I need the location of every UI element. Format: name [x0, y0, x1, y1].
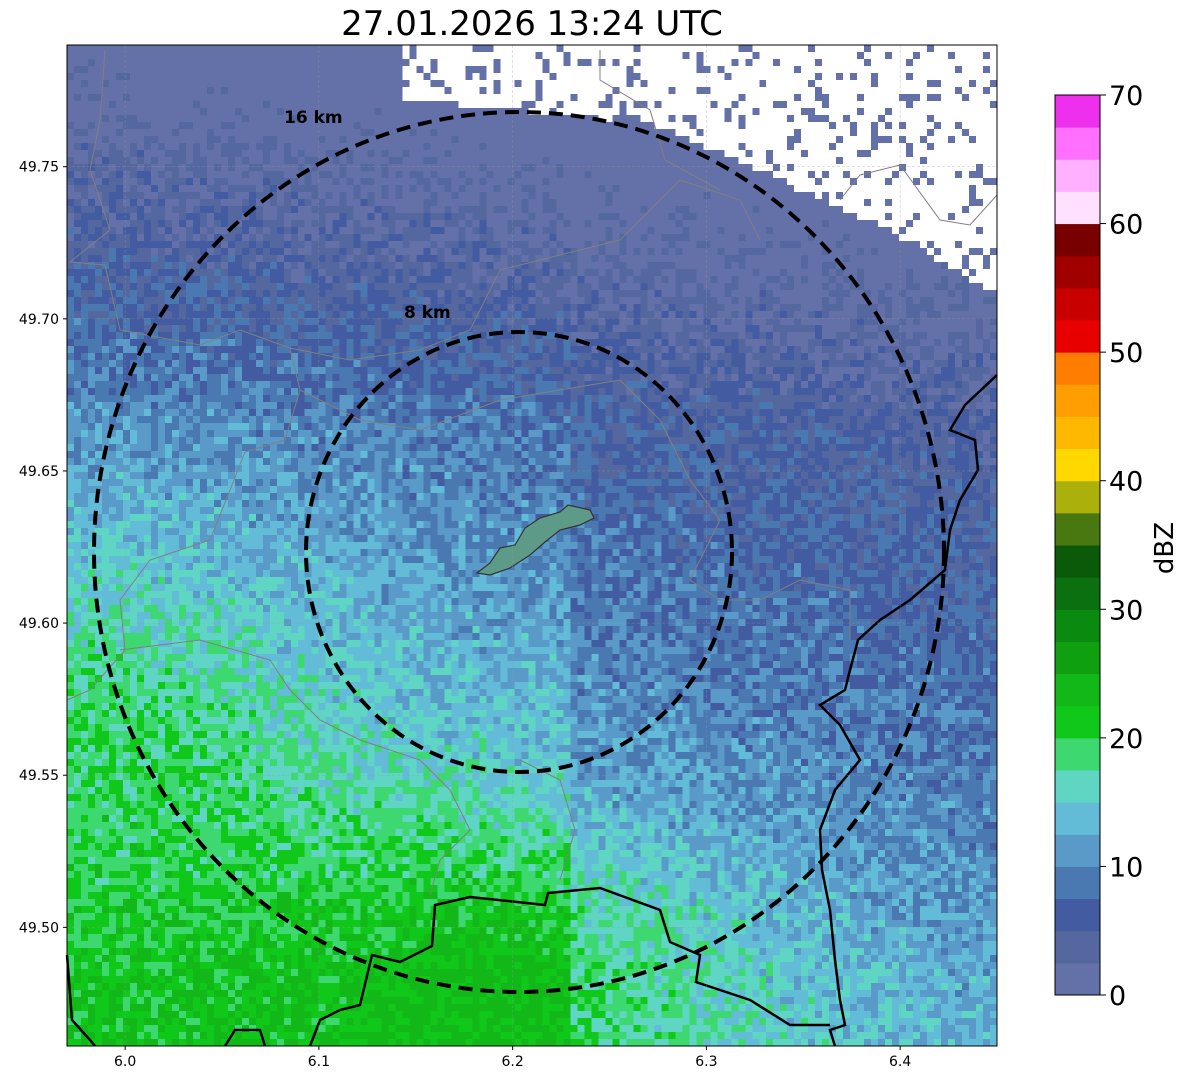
colorbar-frame: [1054, 94, 1101, 996]
colorbar-bin: [1055, 127, 1100, 160]
colorbar-bin: [1055, 159, 1100, 192]
city-area: [475, 504, 595, 576]
colorbar-bin: [1055, 384, 1100, 417]
colorbar-tick-label: 0: [1109, 981, 1126, 1012]
country-border-southwest: [65, 954, 96, 1047]
colorbar-bin: [1055, 480, 1100, 514]
colorbar-bin: [1055, 255, 1100, 289]
range-ring-label-16km: 16 km: [284, 108, 343, 128]
colorbar-bin: [1055, 95, 1100, 128]
y-tick-label: 49.70: [19, 312, 59, 328]
colorbar-bin: [1055, 641, 1100, 675]
country-border-south: [308, 886, 830, 1047]
colorbar-bin: [1055, 545, 1100, 578]
colorbar-bin: [1055, 416, 1100, 450]
country-border-south2: [223, 1028, 267, 1047]
map-title: 27.01.2026 13:24 UTC: [341, 4, 723, 44]
colorbar-tick-label: 50: [1109, 338, 1143, 369]
y-tick-label: 49.65: [19, 464, 59, 480]
colorbar-tick-label: 20: [1109, 724, 1143, 755]
colorbar-bin: [1055, 930, 1100, 964]
colorbar-bin: [1055, 448, 1100, 482]
colorbar-tick-label: 10: [1109, 852, 1143, 883]
colorbar-bin: [1055, 866, 1100, 900]
x-axis: 6.0 6.1 6.2 6.3 6.4: [114, 1046, 911, 1070]
colorbar-tick-label: 60: [1109, 210, 1143, 241]
y-axis: 49.50 49.55 49.60 49.65 49.70 49.75: [19, 160, 67, 936]
colorbar-bin: [1055, 577, 1100, 610]
colorbar-bin: [1055, 962, 1100, 996]
x-tick-label: 6.0: [114, 1054, 136, 1070]
y-tick-label: 49.60: [19, 616, 59, 632]
colorbar-tick-label: 70: [1109, 81, 1143, 112]
colorbar-label: dBZ: [1150, 522, 1180, 574]
gridlines: [67, 45, 997, 1046]
y-tick-label: 49.50: [19, 920, 59, 936]
colorbar-bin: [1055, 223, 1100, 257]
admin-boundary: [519, 759, 576, 881]
colorbar-bin: [1055, 609, 1100, 642]
map-frame: [66, 44, 998, 1047]
admin-boundary: [289, 179, 761, 361]
range-ring-8km: [304, 330, 734, 774]
admin-boundary: [299, 379, 851, 640]
admin-boundary: [119, 639, 471, 896]
colorbar-bin: [1055, 352, 1100, 385]
colorbar-bin: [1055, 320, 1100, 353]
country-border-east: [817, 374, 998, 1047]
y-tick-label: 49.75: [19, 160, 59, 176]
x-tick-label: 6.2: [501, 1054, 523, 1070]
admin-boundary: [839, 164, 998, 226]
range-ring-16km: [92, 110, 946, 994]
colorbar-bin: [1055, 512, 1100, 546]
y-tick-label: 49.55: [19, 768, 59, 784]
x-tick-label: 6.4: [889, 1054, 911, 1070]
admin-boundary: [599, 50, 721, 191]
colorbar-tick-label: 40: [1109, 467, 1143, 498]
colorbar-bin: [1055, 705, 1100, 739]
colorbar-bin: [1055, 737, 1100, 771]
colorbar-bin: [1055, 802, 1100, 835]
range-ring-label-8km: 8 km: [404, 303, 451, 323]
country-borders: [65, 374, 998, 1047]
x-tick-label: 6.1: [308, 1054, 330, 1070]
colorbar-bin: [1055, 834, 1100, 867]
colorbar: 0 10 20 30 40 50 60 70: [1054, 81, 1143, 1012]
colorbar-bin: [1055, 287, 1100, 321]
admin-boundary: [66, 49, 301, 701]
colorbar-bin: [1055, 673, 1100, 707]
colorbar-bin: [1055, 770, 1100, 803]
colorbar-tick-label: 30: [1109, 595, 1143, 626]
colorbar-bin: [1055, 191, 1100, 225]
x-tick-label: 6.3: [695, 1054, 717, 1070]
colorbar-bin: [1055, 898, 1100, 932]
admin-boundaries: [66, 49, 998, 896]
